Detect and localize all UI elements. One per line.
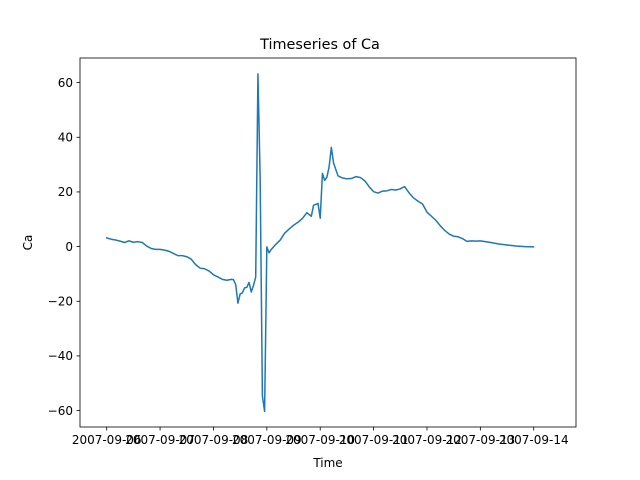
x-axis: 2007-09-062007-09-072007-09-082007-09-09… (72, 427, 569, 447)
plot-area (105, 73, 535, 413)
y-tick-label: −60 (48, 404, 73, 418)
x-tick-label: 2007-09-09 (232, 433, 302, 447)
x-tick-label: 2007-09-08 (179, 433, 249, 447)
plot-frame (79, 57, 577, 428)
x-axis-label: Time (312, 456, 342, 470)
chart-title: Timeseries of Ca (259, 37, 380, 53)
x-tick-label: 2007-09-06 (72, 433, 142, 447)
x-tick-label: 2007-09-12 (392, 433, 462, 447)
y-tick-label: 40 (58, 130, 73, 144)
y-tick-label: −40 (48, 349, 73, 363)
x-tick-label: 2007-09-07 (125, 433, 195, 447)
y-axis-label: Ca (21, 235, 35, 251)
x-tick-label: 2007-09-14 (499, 433, 569, 447)
y-tick-label: 20 (58, 185, 73, 199)
y-axis: 60 40 20 0 −20 −40 −60 (48, 76, 80, 418)
y-tick-label: 0 (65, 240, 73, 254)
y-tick-label: 60 (58, 76, 73, 90)
x-tick-label: 2007-09-10 (285, 433, 355, 447)
x-tick-label: 2007-09-11 (339, 433, 409, 447)
y-tick-label: −20 (48, 294, 73, 308)
x-tick-label: 2007-09-13 (445, 433, 515, 447)
series-line-ca (105, 73, 535, 413)
